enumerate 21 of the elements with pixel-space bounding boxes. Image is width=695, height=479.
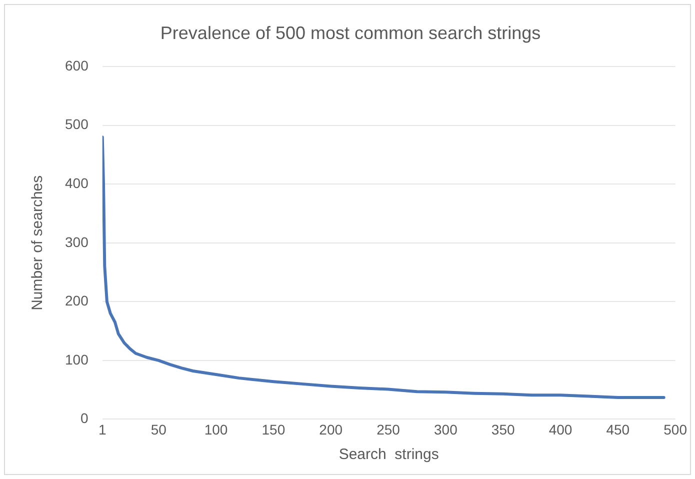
x-tick-label: 100 <box>204 421 228 438</box>
y-axis-title: Number of searches <box>29 175 46 310</box>
y-tick-label: 600 <box>65 57 89 74</box>
x-tick-label: 300 <box>434 421 458 438</box>
x-tick-label: 150 <box>262 421 286 438</box>
x-tick-label: 50 <box>150 421 167 438</box>
y-tick-label: 0 <box>80 410 89 426</box>
y-tick-label: 300 <box>65 234 89 250</box>
x-tick-label: 350 <box>491 421 515 438</box>
x-tick-label: 1 <box>98 421 106 438</box>
y-tick-label: 500 <box>65 116 89 132</box>
x-tick-label: 250 <box>376 421 400 438</box>
y-tick-label: 100 <box>65 351 89 368</box>
x-tick-label: 200 <box>319 421 343 438</box>
x-axis-title: Search strings <box>338 446 439 464</box>
x-tick-label: 450 <box>606 421 630 438</box>
y-tick-label: 400 <box>65 174 89 191</box>
x-tick-label: 500 <box>664 421 688 438</box>
y-tick-label: 200 <box>65 292 89 309</box>
chart-title: Prevalence of 500 most common search strings <box>160 22 541 43</box>
x-tick-label: 400 <box>548 421 572 438</box>
